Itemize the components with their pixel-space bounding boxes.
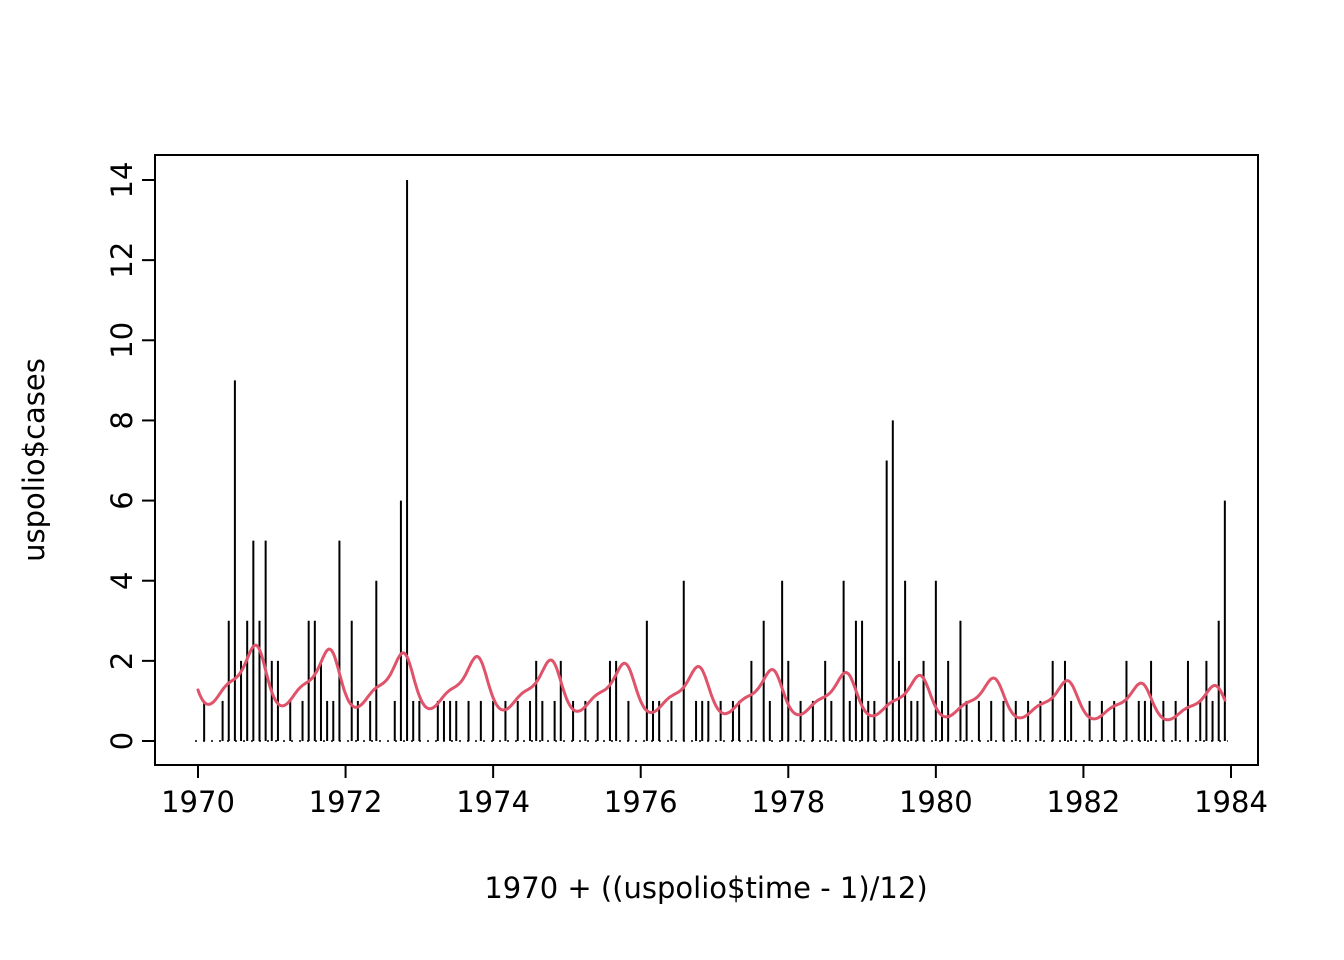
plot-frame [154, 154, 1259, 766]
x-tick-label: 1974 [456, 785, 530, 819]
y-tick-label: 6 [105, 491, 139, 509]
y-tick-label: 12 [105, 242, 139, 279]
y-tick-label: 8 [105, 411, 139, 429]
y-tick-label: 14 [105, 162, 139, 199]
y-tick-label: 0 [105, 732, 139, 750]
x-axis-label: 1970 + ((uspolio$time - 1)/12) [484, 871, 927, 905]
x-tick-label: 1982 [1047, 785, 1121, 819]
x-tick-label: 1984 [1194, 785, 1268, 819]
x-tick-label: 1976 [604, 785, 678, 819]
x-tick-label: 1978 [751, 785, 825, 819]
fitted-seasonal-curve [196, 643, 1227, 722]
x-tick-label: 1972 [309, 785, 383, 819]
y-tick-label: 4 [105, 571, 139, 589]
y-tick-label: 2 [105, 652, 139, 670]
x-tick-label: 1980 [899, 785, 973, 819]
chart-plot-area: 1970 1972 1974 1976 1978 1980 1982 1984 0 2 4 6 8 10 1… [105, 154, 1268, 819]
x-tick-label: 1970 [161, 785, 235, 819]
y-axis-label: uspolio$cases [17, 358, 51, 562]
y-tick-label: 10 [105, 322, 139, 359]
